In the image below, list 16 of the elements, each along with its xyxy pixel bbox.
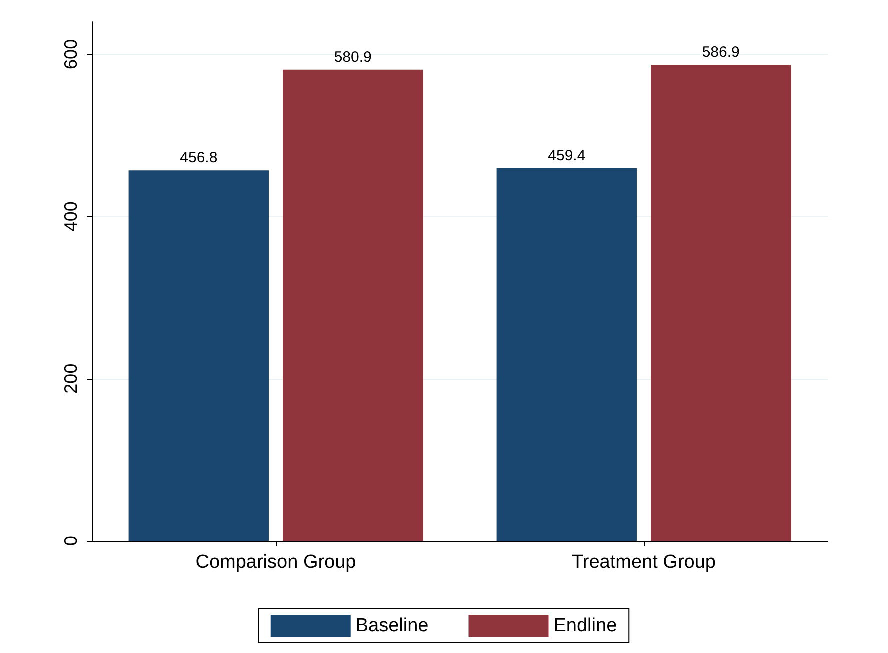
legend-label: Baseline	[356, 616, 429, 636]
x-tick-label: Treatment Group	[572, 552, 716, 573]
bar	[128, 170, 269, 541]
bar	[651, 65, 792, 541]
x-tick-label: Comparison Group	[196, 552, 356, 573]
bar	[283, 70, 424, 541]
data-label: 580.9	[334, 48, 372, 66]
bar	[496, 168, 637, 541]
y-tick-label: 200	[61, 364, 81, 394]
y-tick-label: 0	[61, 536, 81, 546]
y-tick-label: 400	[61, 202, 81, 232]
legend-label: Endline	[554, 616, 618, 636]
data-label: 456.8	[180, 150, 218, 167]
data-label: 586.9	[702, 44, 740, 62]
y-tick-label: 600	[61, 39, 81, 70]
data-label: 459.4	[548, 147, 586, 164]
